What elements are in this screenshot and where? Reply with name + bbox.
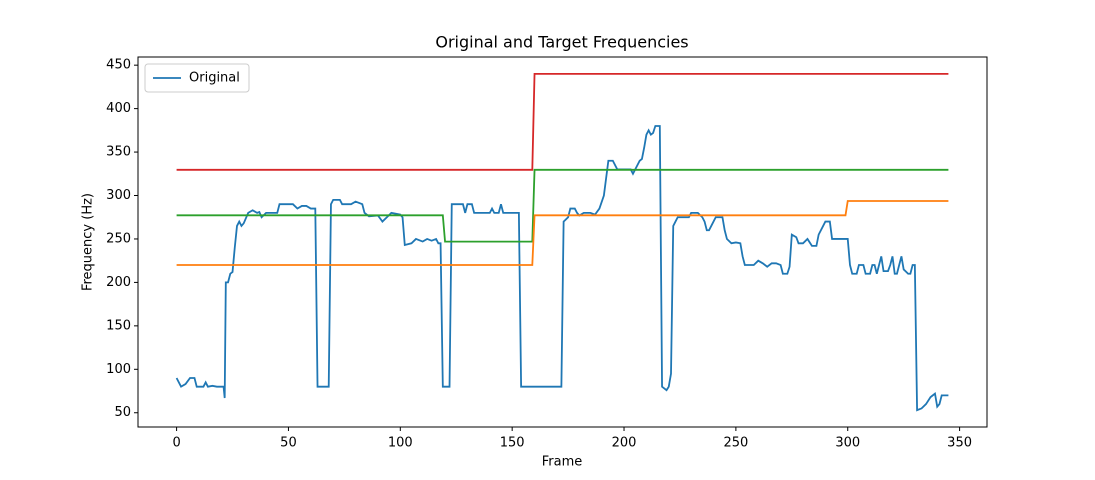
y-tick-label: 450 <box>106 58 131 73</box>
y-tick-label: 350 <box>106 145 131 160</box>
y-tick-label: 250 <box>106 231 131 246</box>
x-tick-label: 0 <box>172 436 180 451</box>
series-line <box>176 200 949 266</box>
legend-box <box>144 63 250 93</box>
x-tick-label: 50 <box>280 436 297 451</box>
legend-label: Original <box>189 71 240 86</box>
legend: Original <box>144 63 250 93</box>
x-tick-label: 250 <box>723 436 748 451</box>
chart-title: Original and Target Frequencies <box>435 33 688 52</box>
y-tick-label: 150 <box>106 318 131 333</box>
x-axis-label: Frame <box>542 455 583 470</box>
plot-frame <box>137 56 988 428</box>
series-line <box>175 125 949 412</box>
x-tick-label: 100 <box>388 436 413 451</box>
y-tick-label: 200 <box>106 275 131 290</box>
y-tick-label: 50 <box>114 405 131 420</box>
y-axis-label: Frequency (Hz) <box>81 193 96 291</box>
y-tick-label: 100 <box>106 362 131 377</box>
y-tick-label: 400 <box>106 101 131 116</box>
series-line <box>176 72 949 171</box>
series-line <box>176 168 949 243</box>
x-tick-label: 150 <box>500 436 525 451</box>
x-tick-label: 300 <box>835 436 860 451</box>
y-tick-label: 300 <box>106 188 131 203</box>
x-tick-label: 200 <box>612 436 637 451</box>
x-tick-label: 350 <box>947 436 972 451</box>
